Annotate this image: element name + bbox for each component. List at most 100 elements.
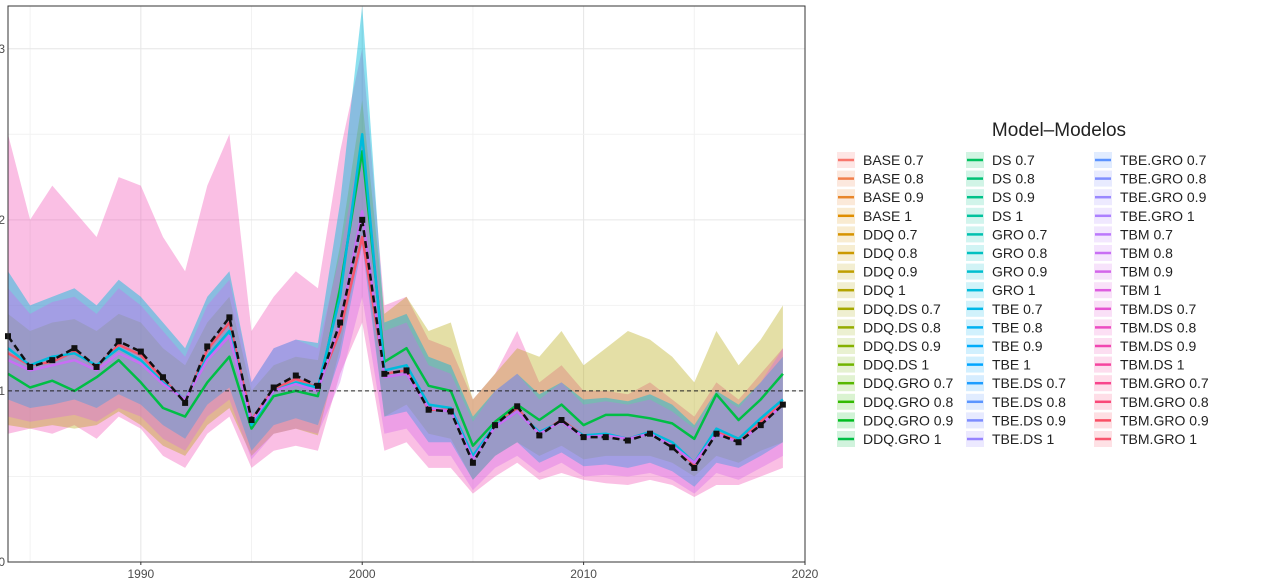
reference-point <box>779 401 786 408</box>
legend-label: DDQ 0.7 <box>863 226 918 242</box>
legend-entry: TBM 0.9 <box>1094 263 1173 280</box>
band-1 <box>8 100 783 480</box>
axes: 1990 2000 2010 2020 0 1 2 3 <box>0 42 819 581</box>
legend-entry: GRO 0.9 <box>966 263 1047 280</box>
legend-entry: TBM.DS 0.8 <box>1094 319 1196 336</box>
x-tick-label: 2010 <box>570 567 597 581</box>
reference-point <box>359 216 366 223</box>
legend-label: BASE 0.8 <box>863 171 924 187</box>
legend-entry: DS 0.9 <box>966 189 1035 206</box>
legend-entry: DS 1 <box>966 207 1023 224</box>
legend-label: DS 0.9 <box>992 189 1035 205</box>
legend-entry: DDQ.GRO 1 <box>837 431 942 447</box>
legend-title: Model–Modelos <box>992 120 1126 141</box>
legend-entry: TBE.GRO 1 <box>1094 207 1195 224</box>
legend-entry: DDQ.DS 1 <box>837 356 929 373</box>
reference-point <box>292 372 299 379</box>
reference-point <box>558 417 565 424</box>
legend-label: TBE.GRO 0.8 <box>1120 171 1207 187</box>
reference-point <box>159 374 166 381</box>
y-tick-label: 3 <box>0 42 5 56</box>
legend-label: TBE 0.7 <box>992 301 1043 317</box>
reference-point <box>735 439 742 446</box>
legend-label: DDQ.GRO 1 <box>863 431 942 447</box>
legend-label: DS 0.8 <box>992 171 1035 187</box>
legend-entry: TBM 0.7 <box>1094 226 1173 243</box>
legend-label: DDQ.GRO 0.9 <box>863 412 953 428</box>
legend-entry: DDQ.DS 0.7 <box>837 300 941 317</box>
legend-entry: DDQ.DS 0.9 <box>837 338 941 354</box>
legend-label: BASE 1 <box>863 208 912 224</box>
legend-entry: BASE 0.9 <box>837 189 924 206</box>
legend-label: TBE.GRO 1 <box>1120 208 1195 224</box>
reference-point <box>337 319 344 326</box>
legend-entry: TBE 0.8 <box>966 319 1043 336</box>
reference-point <box>713 430 720 437</box>
legend-entry: TBE.GRO 0.8 <box>1094 170 1207 187</box>
legend-label: TBE 1 <box>992 357 1031 373</box>
reference-point <box>204 343 211 350</box>
reference-series-line <box>6 219 784 470</box>
reference-point <box>447 408 454 415</box>
reference-point <box>669 444 676 451</box>
reference-point <box>602 434 609 441</box>
legend-label: TBE.DS 1 <box>992 431 1054 447</box>
reference-point <box>49 357 56 364</box>
y-tick-label: 0 <box>0 555 5 569</box>
legend-label: TBM.DS 0.9 <box>1120 338 1196 354</box>
legend-entry: GRO 1 <box>966 282 1036 299</box>
legend-label: TBE.GRO 0.7 <box>1120 152 1207 168</box>
legend-entry: DS 0.8 <box>966 170 1035 187</box>
reference-point <box>182 399 189 406</box>
legend-label: DDQ 1 <box>863 282 906 298</box>
legend-label: TBE.DS 0.7 <box>992 375 1066 391</box>
reference-point <box>514 403 521 410</box>
reference-point <box>270 384 277 391</box>
legend-entry: TBE.DS 0.7 <box>966 375 1066 392</box>
legend-entry: BASE 0.8 <box>837 170 924 187</box>
legend-label: TBM 1 <box>1120 282 1161 298</box>
legend-label: TBM 0.9 <box>1120 264 1173 280</box>
legend-label: TBE 0.9 <box>992 338 1043 354</box>
y-tick-label: 1 <box>0 384 5 398</box>
series-line-2 <box>7 133 784 465</box>
legend-entry: TBM.GRO 0.8 <box>1094 393 1209 410</box>
reference-point <box>647 430 654 437</box>
reference-point <box>403 367 410 374</box>
legend-entry: TBE 1 <box>966 356 1031 373</box>
legend-entry: DDQ.GRO 0.7 <box>837 375 953 392</box>
reference-point <box>469 459 476 466</box>
legend-entry: TBE 0.7 <box>966 300 1043 317</box>
legend-entry: TBE 0.9 <box>966 338 1043 354</box>
reference-point <box>492 422 499 429</box>
legend-label: TBE.GRO 0.9 <box>1120 189 1207 205</box>
legend-entry: BASE 0.7 <box>837 152 924 168</box>
legend-label: TBM.DS 1 <box>1120 357 1185 373</box>
legend-entry: TBM.DS 0.7 <box>1094 300 1196 317</box>
legend-entry: TBE.DS 0.8 <box>966 393 1066 410</box>
legend-entry: TBM 0.8 <box>1094 245 1173 261</box>
series-line-1 <box>7 150 784 447</box>
reference-point <box>27 363 34 370</box>
legend-entry: TBE.GRO 0.7 <box>1094 152 1207 168</box>
legend-label: TBM 0.7 <box>1120 226 1173 242</box>
legend-label: TBE 0.8 <box>992 319 1043 335</box>
legend-label: GRO 0.8 <box>992 245 1047 261</box>
legend-entries: BASE 0.7 BASE 0.8 BASE 0.9 BASE 1 DDQ 0.7 DDQ… <box>837 152 1209 447</box>
legend-entry: BASE 1 <box>837 207 912 224</box>
legend-label: GRO 0.7 <box>992 226 1047 242</box>
legend-entry: TBE.DS 0.9 <box>966 412 1066 429</box>
reference-point <box>425 406 432 413</box>
x-tick-label: 1990 <box>127 567 154 581</box>
legend-entry: DDQ.GRO 0.9 <box>837 412 953 429</box>
legend-entry: TBE.DS 1 <box>966 431 1054 447</box>
legend-label: DDQ 0.8 <box>863 245 918 261</box>
band-0 <box>8 48 783 498</box>
reference-point <box>137 348 144 355</box>
legend-entry: TBE.GRO 0.9 <box>1094 189 1207 206</box>
reference-point <box>314 382 321 389</box>
legend-label: DDQ.GRO 0.8 <box>863 394 953 410</box>
legend-entry: DDQ 1 <box>837 282 906 299</box>
